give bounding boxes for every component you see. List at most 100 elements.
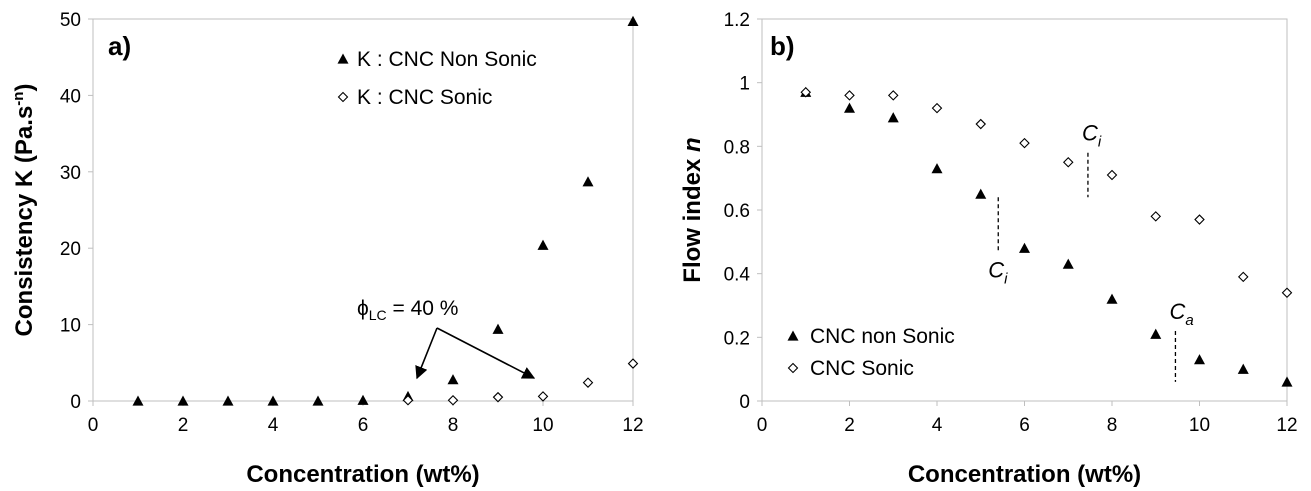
chart-a-y-axis-title-end: ) bbox=[11, 84, 38, 92]
chart-b-x-tick-label: 6 bbox=[1019, 415, 1030, 436]
chart-b-y-tick-label: 0.2 bbox=[724, 328, 750, 349]
chart-b-legend-marker bbox=[787, 362, 799, 374]
chart-b-y-tick-label: 0.8 bbox=[724, 137, 750, 158]
chart-b-transition-label: Ci bbox=[1082, 121, 1102, 151]
chart-b-point bbox=[844, 102, 855, 113]
chart-b-point bbox=[1194, 354, 1205, 365]
chart-b-point bbox=[800, 86, 812, 98]
chart-a-point bbox=[402, 394, 414, 406]
chart-b-y-tick-label: 0.6 bbox=[724, 201, 750, 222]
chart-a-y-tick-label: 50 bbox=[60, 10, 81, 31]
chart-a-point bbox=[537, 391, 549, 402]
chart-b-x-tick-label: 8 bbox=[1107, 415, 1118, 436]
chart-a-series-0 bbox=[132, 15, 639, 406]
chart-b-y-tick-label: 1.2 bbox=[724, 10, 750, 31]
chart-b-point bbox=[1062, 258, 1074, 269]
chart-a-y-tick-label: 30 bbox=[60, 163, 81, 184]
chart-b-point bbox=[1237, 363, 1249, 374]
chart-a-legend: K : CNC Non Sonic K : CNC Sonic bbox=[337, 48, 537, 109]
chart-a-y-tick-label: 40 bbox=[60, 86, 81, 107]
chart-b-x-tick-label: 0 bbox=[757, 415, 768, 436]
chart-b-transition-label: Ca bbox=[1169, 299, 1193, 329]
chart-b-point bbox=[1150, 328, 1162, 339]
chart-a-annotation-phi: ϕ bbox=[357, 297, 369, 320]
chart-b: 0 2 4 6 8 10 12 0 0.2 0.4 0.6 0.8 1 1.2 b) Concentrat… bbox=[679, 10, 1298, 488]
chart-b-point bbox=[887, 112, 899, 123]
chart-a: 0 2 4 6 8 10 12 0 10 20 30 40 50 a) Concentration (w… bbox=[10, 10, 644, 488]
chart-b-point bbox=[931, 102, 943, 114]
chart-a-x-axis-title: Concentration (wt%) bbox=[246, 461, 479, 488]
chart-a-point bbox=[492, 323, 504, 334]
chart-b-point bbox=[1281, 376, 1293, 387]
chart-a-series-1 bbox=[402, 358, 639, 406]
chart-b-transition-label: Ci bbox=[988, 257, 1008, 287]
chart-a-annotation-label: ϕLC = 40 % bbox=[357, 297, 458, 323]
chart-a-legend-marker bbox=[337, 91, 349, 103]
chart-b-point bbox=[1150, 211, 1162, 222]
chart-a-y-axis-title-superscript: -n bbox=[10, 92, 27, 106]
chart-a-y-tick-label: 20 bbox=[60, 239, 81, 260]
chart-a-point bbox=[222, 395, 234, 406]
chart-b-point bbox=[1062, 156, 1074, 168]
chart-a-point bbox=[267, 395, 279, 406]
chart-a-point bbox=[582, 176, 594, 187]
chart-b-point bbox=[975, 188, 987, 199]
chart-b-point bbox=[1106, 169, 1118, 181]
chart-b-series-1 bbox=[800, 86, 1293, 299]
chart-a-point bbox=[177, 395, 189, 406]
chart-a-x-tick-label: 0 bbox=[88, 415, 99, 436]
chart-b-x-tick-label: 12 bbox=[1276, 415, 1297, 436]
chart-a-annotation-value: = 40 % bbox=[387, 297, 459, 320]
chart-a-point bbox=[132, 395, 144, 406]
chart-a-point bbox=[447, 374, 459, 385]
chart-b-y-axis-title-main: Flow index bbox=[679, 152, 706, 283]
chart-b-point bbox=[844, 90, 855, 101]
chart-b-point bbox=[975, 118, 987, 130]
chart-a-annotation-arrow bbox=[436, 327, 536, 379]
chart-b-point bbox=[1281, 287, 1293, 299]
chart-b-x-axis-title: Concentration (wt%) bbox=[908, 461, 1141, 488]
chart-a-point bbox=[357, 394, 369, 405]
chart-a-legend-label: K : CNC Sonic bbox=[357, 86, 492, 109]
chart-a-point bbox=[627, 15, 639, 26]
chart-a-point bbox=[492, 391, 504, 403]
chart-b-point bbox=[1019, 242, 1030, 253]
chart-a-y-tick-label: 10 bbox=[60, 316, 81, 337]
chart-a-x-tick-label: 8 bbox=[448, 415, 459, 436]
chart-a-x-tick-label: 4 bbox=[268, 415, 279, 436]
chart-b-point bbox=[1019, 137, 1030, 149]
chart-a-annotation-arrow bbox=[415, 327, 438, 380]
chart-b-annotations: Ci Ci Ca bbox=[988, 121, 1194, 382]
chart-a-x-tick-label: 12 bbox=[622, 415, 643, 436]
chart-b-x-tick-label: 4 bbox=[932, 415, 943, 436]
chart-b-panel-label: b) bbox=[770, 31, 795, 61]
chart-a-legend-marker bbox=[337, 53, 349, 64]
chart-a-point bbox=[447, 394, 459, 406]
chart-a-annotation-subscript: LC bbox=[369, 307, 387, 323]
chart-a-point bbox=[537, 239, 549, 250]
chart-b-y-tick-label: 0 bbox=[739, 392, 750, 413]
chart-b-y-axis-title: Flow index n bbox=[679, 137, 706, 282]
chart-b-legend: CNC non Sonic CNC Sonic bbox=[787, 325, 955, 380]
chart-a-y-axis-title-main: Consistency K (Pa.s bbox=[11, 106, 38, 337]
chart-a-legend-label: K : CNC Non Sonic bbox=[357, 48, 537, 71]
chart-b-y-tick-label: 0.4 bbox=[724, 265, 751, 286]
chart-b-point bbox=[1194, 214, 1205, 225]
chart-a-x-tick-label: 6 bbox=[358, 415, 369, 436]
chart-b-legend-label: CNC non Sonic bbox=[810, 325, 955, 348]
chart-b-x-tick-label: 10 bbox=[1189, 415, 1210, 436]
chart-a-point bbox=[627, 358, 639, 369]
chart-b-legend-label: CNC Sonic bbox=[810, 357, 914, 380]
chart-a-annotation: ϕLC = 40 % bbox=[357, 297, 536, 380]
chart-a-y-axis-title: Consistency K (Pa.s-n) bbox=[10, 84, 38, 337]
chart-a-x-tick-label: 10 bbox=[532, 415, 553, 436]
chart-a-y-tick-label: 0 bbox=[70, 392, 81, 413]
chart-a-point bbox=[312, 395, 324, 406]
chart-a-x-tick-label: 2 bbox=[178, 415, 189, 436]
chart-b-legend-marker bbox=[787, 330, 799, 341]
chart-b-point bbox=[1106, 293, 1118, 304]
chart-a-plot-area bbox=[92, 18, 634, 402]
chart-b-x-tick-label: 2 bbox=[844, 415, 855, 436]
chart-b-point bbox=[887, 90, 899, 101]
